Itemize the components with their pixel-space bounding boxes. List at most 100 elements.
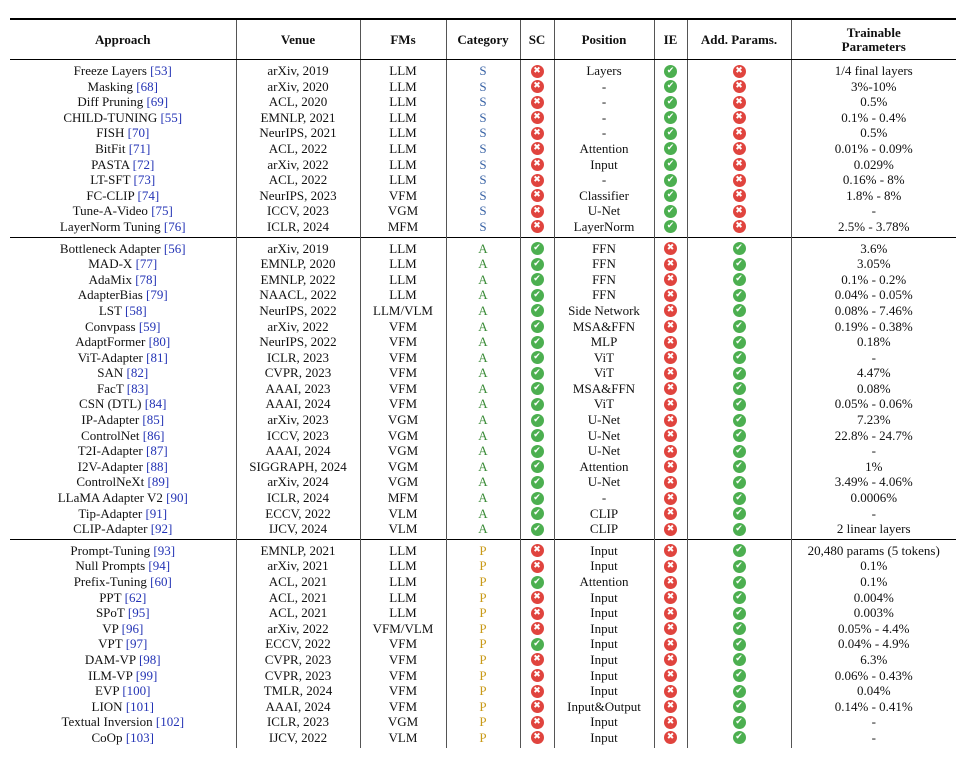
citation-link[interactable]: [55] bbox=[160, 109, 183, 125]
add-params-check-circle-icon: ✔ bbox=[732, 731, 746, 745]
venue-cell: arXiv, 2022 bbox=[267, 156, 329, 172]
citation-link[interactable]: [85] bbox=[142, 412, 165, 428]
venue-cell: EMNLP, 2021 bbox=[260, 542, 336, 558]
trainable-params-cell: 0.05% - 0.06% bbox=[834, 396, 913, 412]
fm-cell: LLM bbox=[389, 542, 417, 558]
citation-link[interactable]: [86] bbox=[142, 427, 165, 443]
citation-link[interactable]: [60] bbox=[150, 574, 172, 589]
table-row: AdaptFormer [80] NeurIPS, 2022 VFM A ✔ MLP ✖ ✔ 0… bbox=[10, 334, 956, 350]
approach-name: AdaMix bbox=[88, 271, 136, 287]
citation-link[interactable]: [83] bbox=[126, 380, 149, 396]
approach-name: T2I-Adapter bbox=[77, 443, 147, 459]
add-params-x-circle-icon: ✖ bbox=[732, 111, 746, 125]
citation-link[interactable]: [75] bbox=[151, 203, 173, 219]
venue-cell: ICLR, 2024 bbox=[266, 218, 330, 234]
sc-check-circle-icon: ✔ bbox=[530, 304, 544, 318]
ie-x-circle-icon: ✖ bbox=[664, 444, 677, 458]
sc-x-circle-icon: ✖ bbox=[530, 653, 544, 667]
table-row: FC-CLIP [74] NeurIPS, 2023 VFM S ✖ Classifier… bbox=[10, 187, 956, 204]
category-cell: A bbox=[478, 302, 488, 318]
fm-cell: LLM bbox=[389, 156, 417, 172]
add-params-x-circle-icon: ✖ bbox=[732, 142, 746, 156]
citation-link[interactable]: [88] bbox=[146, 458, 168, 474]
citation-link[interactable]: [68] bbox=[136, 78, 158, 94]
position-cell: U-Net bbox=[587, 443, 621, 459]
citation-link[interactable]: [70] bbox=[127, 125, 150, 141]
citation-link[interactable]: [59] bbox=[138, 318, 161, 334]
sc-x-circle-icon: ✖ bbox=[530, 111, 544, 125]
add-params-x-circle-icon: ✖ bbox=[732, 126, 746, 140]
citation-link[interactable]: [82] bbox=[126, 365, 149, 381]
citation-link[interactable]: [90] bbox=[166, 490, 188, 506]
trainable-params-cell: 0.01% - 0.09% bbox=[834, 140, 913, 156]
ie-x-circle-icon: ✖ bbox=[664, 715, 677, 729]
citation-link[interactable]: [80] bbox=[148, 334, 171, 350]
citation-link[interactable]: [100] bbox=[122, 683, 151, 699]
category-cell: A bbox=[478, 349, 488, 365]
approach-name: MAD-X bbox=[88, 256, 136, 272]
venue-cell: arXiv, 2020 bbox=[267, 78, 329, 94]
citation-link[interactable]: [97] bbox=[125, 636, 148, 652]
citation-link[interactable]: [87] bbox=[146, 443, 168, 459]
citation-link[interactable]: [81] bbox=[146, 349, 168, 365]
citation-link[interactable]: [89] bbox=[147, 474, 170, 490]
venue-cell: TMLR, 2024 bbox=[263, 683, 333, 699]
citation-link[interactable]: [78] bbox=[135, 271, 157, 287]
fm-cell: VFM bbox=[388, 636, 418, 652]
citation-link[interactable]: [93] bbox=[153, 542, 176, 558]
approach-name: CoOp bbox=[91, 729, 126, 745]
position-cell: FFN bbox=[592, 287, 616, 303]
add-params-check-circle-icon: ✔ bbox=[732, 397, 746, 411]
trainable-params-cell: 1/4 final layers bbox=[834, 63, 913, 78]
fm-cell: VFM bbox=[388, 651, 418, 667]
fm-cell: VGM bbox=[387, 458, 419, 474]
citation-link[interactable]: [99] bbox=[135, 667, 158, 683]
approach-name: SPoT bbox=[95, 605, 128, 621]
sc-x-circle-icon: ✖ bbox=[530, 700, 544, 714]
category-cell: S bbox=[479, 140, 487, 156]
citation-link[interactable]: [92] bbox=[150, 521, 173, 537]
position-cell: - bbox=[601, 94, 607, 110]
approach-name: Diff Pruning bbox=[77, 94, 147, 110]
sc-x-circle-icon: ✖ bbox=[530, 158, 544, 172]
position-cell: Input bbox=[590, 714, 618, 730]
citation-link[interactable]: [102] bbox=[155, 714, 185, 730]
citation-link[interactable]: [103] bbox=[125, 729, 154, 745]
position-cell: Classifier bbox=[579, 187, 629, 203]
category-cell: A bbox=[478, 365, 488, 381]
citation-link[interactable]: [56] bbox=[163, 240, 186, 256]
citation-link[interactable]: [71] bbox=[128, 140, 151, 156]
add-params-check-circle-icon: ✔ bbox=[732, 304, 746, 318]
citation-link[interactable]: [77] bbox=[135, 256, 158, 272]
sc-check-circle-icon: ✔ bbox=[530, 335, 544, 349]
citation-link[interactable]: [73] bbox=[133, 172, 156, 188]
citation-link[interactable]: [101] bbox=[125, 698, 154, 714]
sc-x-circle-icon: ✖ bbox=[530, 715, 544, 729]
approach-name: PASTA bbox=[91, 156, 133, 172]
citation-link[interactable]: [53] bbox=[150, 63, 172, 78]
citation-link[interactable]: [79] bbox=[146, 287, 168, 303]
approach-name: LT-SFT bbox=[90, 172, 134, 188]
citation-link[interactable]: [74] bbox=[137, 187, 160, 203]
citation-link[interactable]: [58] bbox=[124, 302, 147, 318]
citation-link[interactable]: [76] bbox=[163, 218, 186, 234]
sc-check-circle-icon: ✔ bbox=[530, 366, 544, 380]
citation-link[interactable]: [96] bbox=[121, 620, 144, 636]
citation-link[interactable]: [69] bbox=[146, 94, 169, 110]
citation-link[interactable]: [98] bbox=[138, 651, 161, 667]
citation-link[interactable]: [91] bbox=[145, 505, 168, 521]
category-cell: S bbox=[479, 203, 487, 219]
citation-link[interactable]: [95] bbox=[127, 605, 150, 621]
citation-link[interactable]: [72] bbox=[132, 156, 155, 172]
citation-link[interactable]: [94] bbox=[148, 558, 171, 574]
category-cell: S bbox=[479, 156, 487, 172]
venue-cell: arXiv, 2023 bbox=[267, 412, 329, 428]
approach-name: Freeze Layers bbox=[73, 63, 151, 78]
sc-x-circle-icon: ✖ bbox=[530, 95, 544, 109]
table-row: Prefix-Tuning [60] ACL, 2021 LLM P ✔ Attentio… bbox=[10, 574, 956, 590]
citation-link[interactable]: [62] bbox=[124, 589, 147, 605]
category-cell: A bbox=[478, 458, 488, 474]
citation-link[interactable]: [84] bbox=[144, 396, 167, 412]
add-params-check-circle-icon: ✔ bbox=[732, 684, 746, 698]
approach-name: Masking bbox=[87, 78, 137, 94]
